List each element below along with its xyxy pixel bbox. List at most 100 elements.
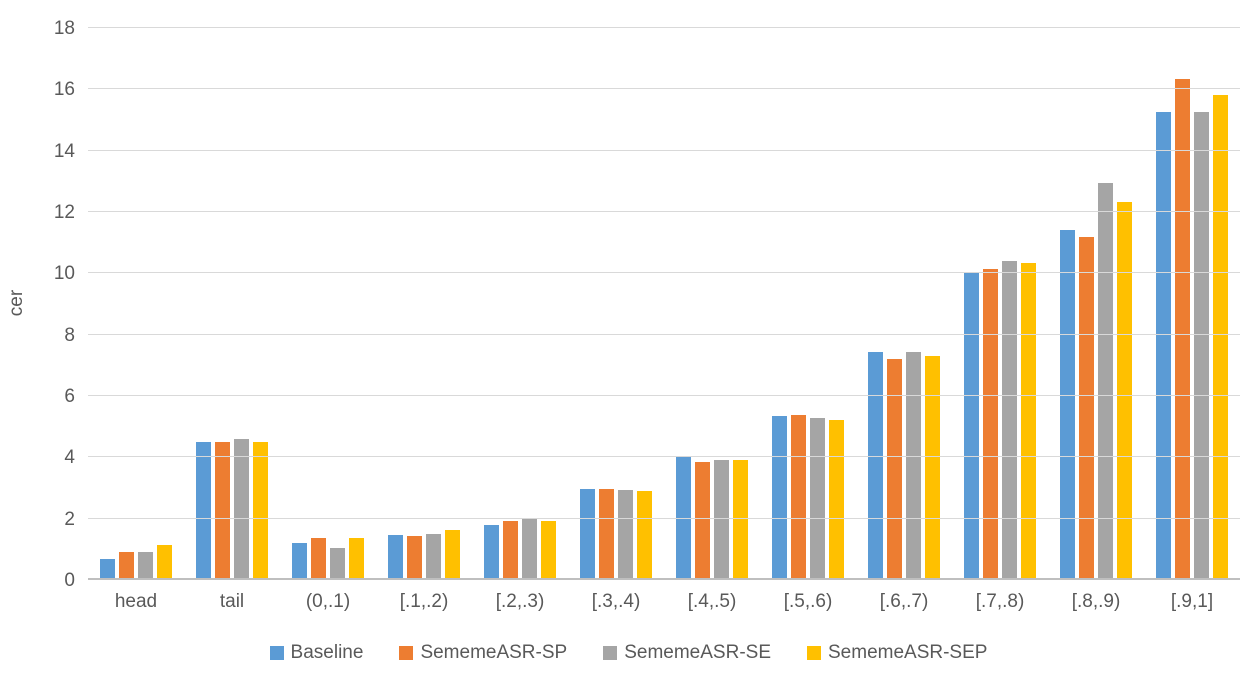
legend-swatch-icon	[603, 646, 618, 660]
legend-swatch-icon	[399, 646, 414, 660]
bar	[1213, 95, 1228, 580]
legend-label: SememeASR-SP	[420, 642, 568, 663]
legend-item-sememeasr-sep: SememeASR-SEP	[807, 642, 987, 664]
bar	[138, 552, 153, 580]
bar	[1175, 78, 1190, 580]
bar	[1156, 112, 1171, 580]
x-tick-label: [.4,.5)	[687, 591, 737, 612]
bar	[311, 537, 326, 580]
bar-group	[88, 28, 184, 580]
y-tick-label: 8	[64, 324, 75, 346]
x-axis-labels: head tail (0,.1) [.1,.2) [.2,.3) [.3,.4) [.4,.…	[88, 591, 1240, 613]
bar	[215, 442, 230, 580]
bar	[196, 442, 211, 580]
bar	[253, 442, 268, 580]
bar	[868, 351, 883, 580]
bar	[1079, 236, 1094, 580]
legend-label: SememeASR-SEP	[828, 642, 988, 663]
legend-item-baseline: Baseline	[269, 642, 364, 664]
gridline	[88, 149, 1240, 151]
bar	[791, 415, 806, 580]
legend-swatch-icon	[269, 646, 284, 660]
x-tick-label: [.1,.2)	[399, 591, 449, 612]
bar-group	[1048, 28, 1144, 580]
bar	[925, 356, 940, 580]
bar	[772, 415, 787, 580]
bar	[964, 273, 979, 580]
gridline	[88, 272, 1240, 274]
y-tick-label: 2	[64, 508, 75, 530]
bar	[618, 489, 633, 580]
legend-swatch-icon	[807, 646, 821, 660]
bar	[906, 351, 921, 580]
x-axis-line	[88, 578, 1240, 580]
bar-group	[472, 28, 568, 580]
y-tick-label: 12	[53, 202, 75, 223]
bar	[733, 459, 748, 580]
bar	[426, 534, 441, 580]
bar	[330, 547, 345, 580]
x-tick-label: (0,.1)	[305, 591, 351, 612]
bar-group	[664, 28, 760, 580]
legend-item-sememeasr-se: SememeASR-SE	[603, 642, 771, 664]
x-tick-label: [.7,.8)	[975, 591, 1025, 612]
x-tick-label: [.3,.4)	[591, 591, 641, 612]
legend-label: SememeASR-SE	[624, 642, 771, 663]
y-tick-label: 16	[53, 79, 75, 101]
legend-item-sememeasr-sp: SememeASR-SP	[399, 642, 567, 664]
x-tick-label: [.9,1]	[1170, 591, 1214, 612]
bar	[1021, 263, 1036, 580]
bar	[503, 521, 518, 580]
bar-group	[376, 28, 472, 580]
bar	[119, 551, 134, 580]
bar	[637, 491, 652, 580]
bar	[695, 461, 710, 580]
y-tick-label: 10	[53, 263, 75, 285]
bar	[445, 530, 460, 580]
gridline	[88, 333, 1240, 335]
bar	[234, 438, 249, 580]
x-tick-label: head	[114, 591, 158, 612]
bar	[484, 525, 499, 580]
bar	[676, 457, 691, 580]
x-tick-label: [.2,.3)	[495, 591, 545, 612]
gridline	[88, 27, 1240, 28]
bar-group	[952, 28, 1048, 580]
bar	[1117, 201, 1132, 580]
bar-group	[760, 28, 856, 580]
bar	[1002, 261, 1017, 580]
plot-area	[88, 27, 1240, 580]
bar-group	[280, 28, 376, 580]
bar-groups	[88, 28, 1240, 580]
y-tick-label: 0	[64, 570, 75, 591]
legend-label: Baseline	[290, 642, 364, 663]
bar	[388, 534, 403, 580]
bar	[157, 544, 172, 580]
y-tick-label: 4	[64, 447, 75, 469]
bar	[1194, 112, 1209, 580]
gridline	[88, 456, 1240, 458]
bar	[100, 558, 115, 580]
x-tick-label: [.6,.7)	[879, 591, 929, 612]
bar	[407, 535, 422, 580]
y-tick-label: 14	[53, 140, 75, 162]
bar	[714, 460, 729, 580]
gridline	[88, 395, 1240, 396]
y-tick-label: 18	[53, 18, 75, 39]
gridline	[88, 211, 1240, 212]
x-tick-label: tail	[219, 591, 245, 612]
bar	[580, 488, 595, 580]
bar	[522, 518, 537, 580]
bar	[292, 543, 307, 580]
gridline	[88, 88, 1240, 90]
bar	[983, 268, 998, 580]
bar	[829, 419, 844, 580]
legend: Baseline SememeASR-SP SememeASR-SE SememeAS…	[0, 642, 1257, 664]
x-tick-label: [.8,.9)	[1071, 591, 1121, 612]
bar	[1060, 230, 1075, 580]
bar	[599, 488, 614, 580]
bar	[349, 538, 364, 580]
bar	[887, 359, 902, 580]
bar	[541, 521, 556, 580]
